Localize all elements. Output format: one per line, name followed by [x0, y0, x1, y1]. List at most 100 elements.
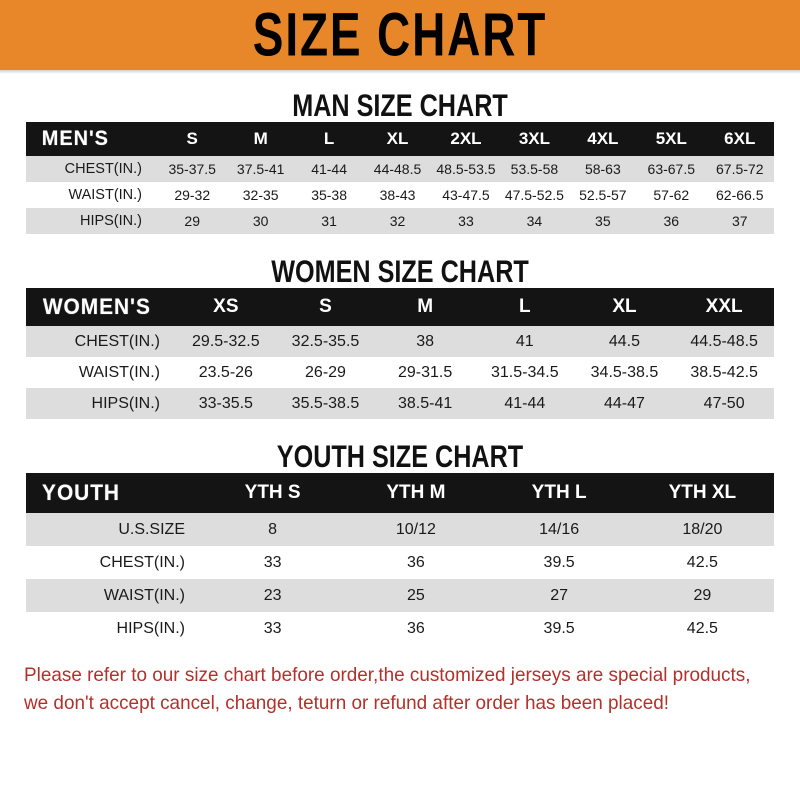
women-table-body: CHEST(IN.) 29.5-32.5 32.5-35.5 38 41 44.5 44.5…: [26, 326, 774, 419]
youth-cell-0-0: 8: [201, 513, 345, 546]
man-section-title: MAN SIZE CHART: [292, 88, 508, 123]
table-row: WAIST(IN.) 29-32 32-35 35-38 38-43 43-47.5 47.…: [26, 182, 774, 208]
table-row: CHEST(IN.) 35-37.5 37.5-41 41-44 44-48.5 48.5…: [26, 156, 774, 182]
women-cell-1-1: 26-29: [275, 357, 376, 388]
women-cell-1-5: 38.5-42.5: [674, 357, 774, 388]
women-size-header-1: S: [319, 296, 332, 317]
order-policy-note: Please refer to our size chart before or…: [24, 661, 753, 718]
man-cell-0-8: 67.5-72: [705, 156, 774, 182]
youth-section-title: YOUTH SIZE CHART: [276, 439, 524, 474]
women-cell-2-0: 33-35.5: [176, 388, 276, 419]
youth-cell-3-1: 36: [344, 612, 488, 645]
man-cell-0-0: 35-37.5: [158, 156, 227, 182]
man-cell-2-1: 30: [226, 208, 295, 234]
man-cell-1-0: 29-32: [158, 182, 227, 208]
table-row: CHEST(IN.) 33 36 39.5 42.5: [26, 546, 774, 579]
women-size-header-0: XS: [213, 296, 239, 317]
youth-cell-2-0: 23: [201, 579, 345, 612]
youth-size-header-3: YTH XL: [668, 482, 737, 503]
man-row-label-2: HIPS(IN.): [26, 208, 158, 234]
women-cell-0-0: 29.5-32.5: [176, 326, 276, 357]
man-cell-0-2: 41-44: [294, 156, 364, 182]
man-cell-2-4: 33: [431, 208, 501, 234]
page-banner: SIZE CHART: [0, 0, 800, 70]
youth-cell-3-0: 33: [201, 612, 345, 645]
women-size-header-4: XL: [612, 296, 637, 317]
youth-cell-0-3: 18/20: [630, 513, 774, 546]
women-cell-1-2: 29-31.5: [375, 357, 475, 388]
table-row: HIPS(IN.) 33-35.5 35.5-38.5 38.5-41 41-44 44-…: [26, 388, 774, 419]
youth-size-table: YOUTH YTH S YTH M YTH L YTH XL U.S.SIZE 8 10/…: [26, 473, 774, 645]
banner-shadow: [0, 70, 800, 74]
youth-cell-2-2: 27: [487, 579, 631, 612]
youth-cell-0-1: 10/12: [344, 513, 488, 546]
youth-cell-3-3: 42.5: [630, 612, 774, 645]
man-cell-0-6: 58-63: [568, 156, 638, 182]
youth-size-header-2: YTH L: [531, 482, 587, 503]
youth-table-body: U.S.SIZE 8 10/12 14/16 18/20 CHEST(IN.) 33 36 39…: [26, 513, 774, 645]
man-cell-2-5: 34: [500, 208, 569, 234]
women-cell-2-4: 44-47: [574, 388, 675, 419]
man-size-header-6: 4XL: [587, 129, 619, 148]
page-title: SIZE CHART: [252, 0, 548, 70]
women-cell-0-2: 38: [375, 326, 475, 357]
man-cell-0-1: 37.5-41: [226, 156, 295, 182]
women-row-label-2: HIPS(IN.): [26, 388, 176, 419]
man-size-header-5: 3XL: [518, 129, 550, 148]
table-row: CHEST(IN.) 29.5-32.5 32.5-35.5 38 41 44.5 44.5…: [26, 326, 774, 357]
man-cell-2-2: 31: [294, 208, 364, 234]
youth-cell-2-3: 29: [630, 579, 774, 612]
women-table-header-row: WOMEN'S XS S M L XL XXL: [26, 288, 774, 326]
women-size-header-5: XXL: [705, 296, 743, 317]
women-cell-0-5: 44.5-48.5: [674, 326, 774, 357]
women-cell-0-3: 41: [474, 326, 575, 357]
women-size-table: WOMEN'S XS S M L XL XXL CHEST(IN.) 29.5-32.5 32…: [26, 288, 774, 419]
women-section-title: WOMEN SIZE CHART: [271, 254, 529, 289]
youth-cell-1-1: 36: [344, 546, 488, 579]
man-corner-label: MEN'S: [26, 122, 158, 156]
women-cell-1-0: 23.5-26: [176, 357, 276, 388]
man-size-header-8: 6XL: [724, 129, 756, 148]
youth-row-label-0: U.S.SIZE: [26, 513, 201, 546]
man-cell-1-3: 38-43: [363, 182, 432, 208]
youth-table-header-row: YOUTH YTH S YTH M YTH L YTH XL: [26, 473, 774, 513]
man-size-header-1: M: [253, 129, 268, 148]
man-cell-1-6: 52.5-57: [568, 182, 638, 208]
women-cell-1-3: 31.5-34.5: [474, 357, 575, 388]
man-cell-1-8: 62-66.5: [705, 182, 774, 208]
women-cell-0-1: 32.5-35.5: [275, 326, 376, 357]
women-cell-2-1: 35.5-38.5: [275, 388, 376, 419]
man-cell-2-3: 32: [363, 208, 432, 234]
youth-corner-label-text: YOUTH: [42, 480, 120, 505]
table-row: HIPS(IN.) 29 30 31 32 33 34 35 36 37: [26, 208, 774, 234]
youth-cell-1-2: 39.5: [487, 546, 631, 579]
table-row: HIPS(IN.) 33 36 39.5 42.5: [26, 612, 774, 645]
youth-size-header-1: YTH M: [386, 482, 446, 503]
table-row: WAIST(IN.) 23.5-26 26-29 29-31.5 31.5-34.5 34…: [26, 357, 774, 388]
youth-row-label-1: CHEST(IN.): [26, 546, 201, 579]
man-size-header-2: L: [323, 129, 335, 148]
women-size-table-wrap: WOMEN'S XS S M L XL XXL CHEST(IN.) 29.5-32.5 32…: [26, 288, 774, 419]
youth-size-table-wrap: YOUTH YTH S YTH M YTH L YTH XL U.S.SIZE 8 10/…: [26, 473, 774, 645]
man-cell-2-8: 37: [705, 208, 774, 234]
youth-size-header-0: YTH S: [244, 482, 301, 503]
order-policy-note-line1: Please refer to our size chart before or…: [24, 664, 751, 686]
women-corner-label: WOMEN'S: [26, 288, 176, 326]
youth-row-label-2: WAIST(IN.): [26, 579, 201, 612]
women-corner-label-text: WOMEN'S: [42, 294, 151, 319]
man-cell-1-2: 35-38: [294, 182, 364, 208]
man-size-header-4: 2XL: [450, 129, 482, 148]
man-cell-0-7: 63-67.5: [637, 156, 706, 182]
man-corner-label-text: MEN'S: [41, 127, 109, 150]
man-row-label-1: WAIST(IN.): [26, 182, 158, 208]
man-cell-1-1: 32-35: [226, 182, 295, 208]
man-table-header-row: MEN'S S M L XL 2XL 3XL 4XL 5XL 6XL: [26, 122, 774, 156]
women-cell-2-2: 38.5-41: [375, 388, 475, 419]
man-table-body: CHEST(IN.) 35-37.5 37.5-41 41-44 44-48.5 48.5…: [26, 156, 774, 234]
man-cell-0-3: 44-48.5: [363, 156, 432, 182]
women-size-header-2: M: [417, 296, 434, 317]
man-cell-0-5: 53.5-58: [500, 156, 569, 182]
youth-row-label-3: HIPS(IN.): [26, 612, 201, 645]
man-cell-0-4: 48.5-53.5: [431, 156, 501, 182]
